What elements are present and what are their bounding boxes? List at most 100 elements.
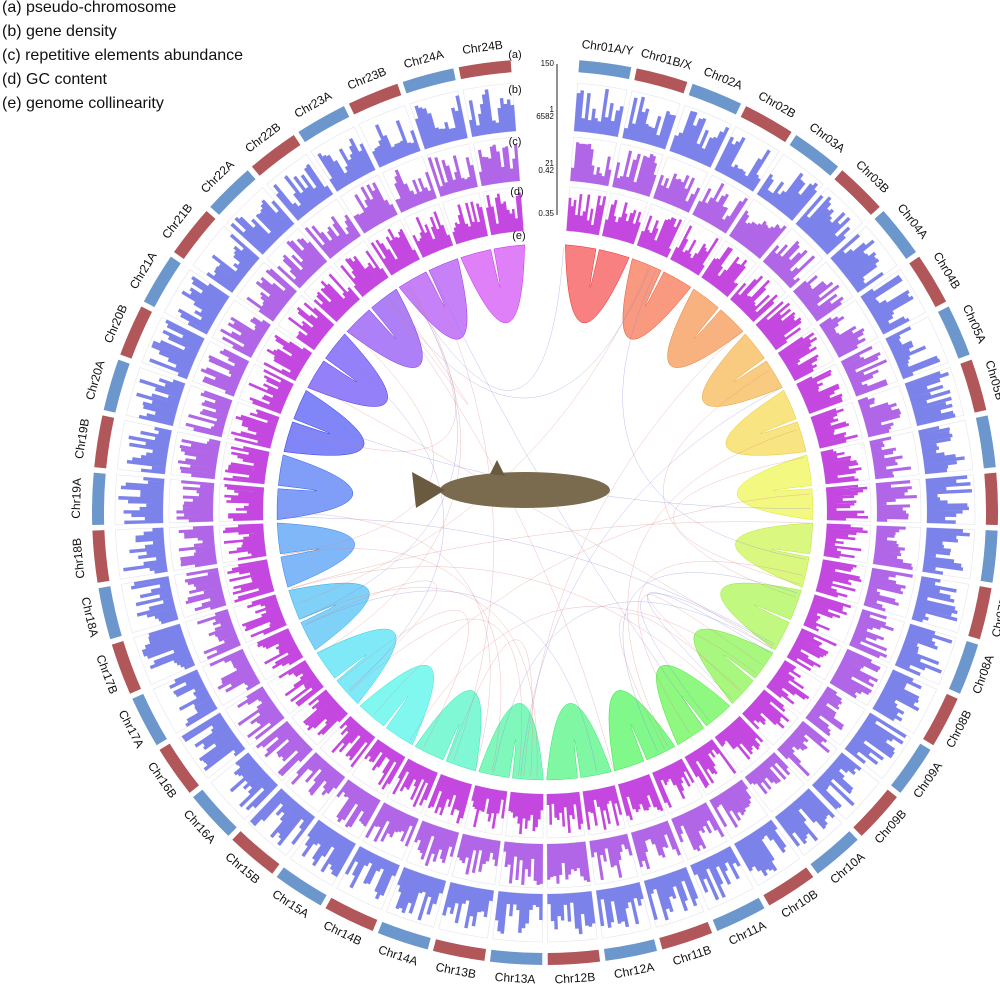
track-bg — [202, 648, 261, 706]
track-bg — [885, 316, 949, 380]
track-bg — [409, 90, 468, 150]
histogram — [273, 163, 334, 221]
track-bg — [473, 136, 521, 187]
track-bg — [333, 240, 390, 298]
fish-body — [440, 472, 610, 508]
link — [301, 587, 538, 777]
histogram — [582, 785, 623, 830]
chromosome-label: Chr12A — [613, 960, 656, 982]
track-bg — [125, 367, 186, 427]
track-bg — [795, 187, 864, 256]
track-bg — [776, 720, 838, 782]
chromosome-label: Chr23B — [345, 64, 388, 92]
histogram — [762, 240, 816, 289]
histogram — [230, 199, 295, 255]
track-bg — [777, 327, 835, 382]
link — [291, 521, 810, 589]
collinearity-ribbon — [725, 390, 807, 456]
track-bg — [744, 751, 805, 813]
track-bg — [266, 153, 334, 222]
track-bg — [755, 294, 813, 351]
chromosome-label: Chr01B/X — [639, 46, 693, 73]
collinearity-ribbon — [276, 522, 355, 588]
chromosome-band — [132, 693, 167, 746]
histogram — [844, 712, 907, 765]
histogram — [471, 785, 508, 829]
track-bg — [291, 689, 349, 746]
chromosome-band — [834, 170, 880, 215]
link — [622, 271, 806, 560]
histogram — [777, 332, 819, 381]
link — [312, 384, 773, 649]
histogram — [241, 594, 287, 638]
track-bg — [178, 712, 246, 780]
track-bg — [386, 758, 439, 814]
track-bg — [829, 648, 888, 706]
track-bg — [238, 363, 295, 415]
histogram — [872, 669, 922, 722]
chromosome-band — [92, 472, 106, 526]
histogram — [922, 527, 970, 575]
histogram — [756, 172, 819, 221]
histogram — [136, 378, 186, 426]
chromosome-label: Chr20A — [83, 359, 108, 402]
track-bg — [729, 265, 787, 323]
histogram — [278, 660, 324, 707]
chromosome-band — [960, 359, 987, 413]
histogram — [636, 215, 683, 258]
chromosome-label: Chr11B — [671, 943, 713, 969]
collinearity-ribbon — [283, 390, 365, 456]
track-bg — [569, 136, 617, 187]
chromosome-band — [193, 789, 237, 836]
histogram — [777, 721, 830, 777]
histogram — [224, 484, 265, 521]
chromosome-band — [458, 60, 512, 80]
track-bg — [714, 715, 771, 773]
track-bg — [795, 363, 852, 415]
track-bg — [875, 479, 922, 524]
track-bg — [464, 784, 508, 836]
chromosome-label: Chr17B — [93, 653, 120, 696]
track-bg — [894, 623, 957, 685]
chromosome-label: Chr12B — [554, 970, 595, 985]
histogram — [602, 199, 642, 245]
legend-item: (a) pseudo-chromosome — [2, 0, 176, 16]
track-bg — [547, 890, 598, 943]
chromosome-band — [712, 897, 765, 931]
track-bg — [925, 474, 976, 525]
chromosome-label: Chr07B — [989, 596, 1000, 639]
chromosome-band — [688, 83, 742, 115]
histogram — [222, 523, 267, 561]
histogram — [468, 89, 517, 137]
track-label: (a) — [508, 49, 521, 61]
histogram — [452, 201, 488, 245]
histogram — [860, 274, 914, 335]
chromosome-band — [173, 210, 216, 259]
link — [340, 609, 469, 748]
track-bg — [669, 219, 723, 276]
histogram — [812, 752, 862, 810]
histogram — [206, 233, 260, 293]
chromosome-label: Chr19A — [69, 478, 84, 519]
chromosome-band — [276, 867, 327, 906]
histogram — [546, 791, 584, 834]
chromosome-label: Chr01A/Y — [581, 37, 634, 58]
chromosome-band — [984, 472, 998, 526]
collinearity-ribbon — [346, 288, 423, 368]
track-bg — [714, 126, 780, 192]
histogram — [395, 867, 447, 921]
chromosome-band — [432, 939, 487, 961]
collinearity-ribbon — [735, 522, 814, 588]
chromosome-band — [891, 743, 931, 793]
histogram — [766, 660, 810, 705]
histogram — [392, 758, 438, 808]
histogram — [149, 319, 205, 380]
histogram — [250, 788, 316, 846]
histogram — [612, 150, 658, 197]
chromosome-label: Chr14A — [377, 942, 420, 968]
histogram — [223, 446, 270, 485]
track-bg — [358, 105, 421, 169]
track-bg — [247, 787, 316, 856]
link — [335, 349, 444, 691]
histogram — [803, 594, 852, 632]
